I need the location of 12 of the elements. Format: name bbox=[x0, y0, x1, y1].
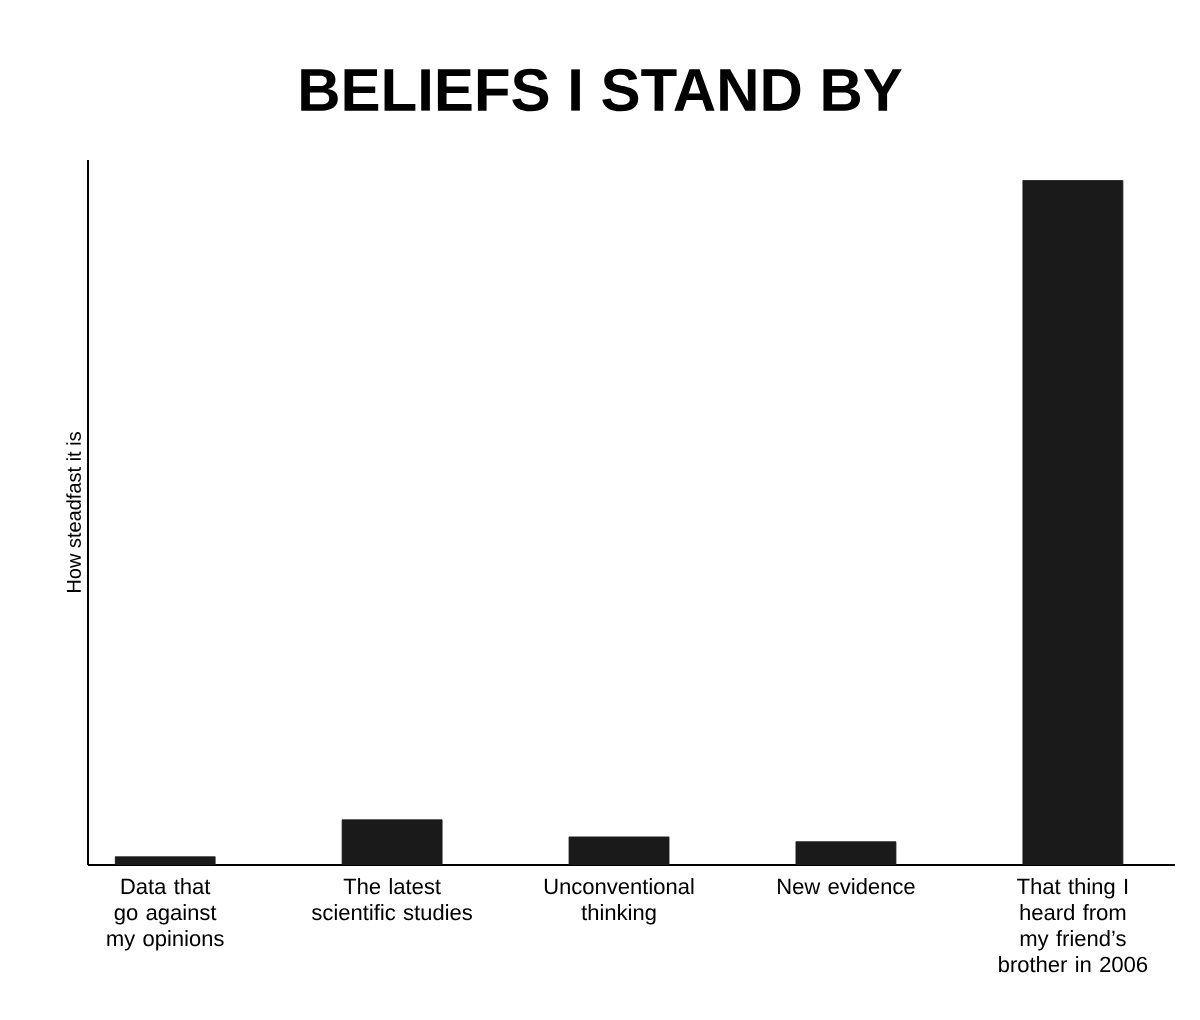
bar bbox=[341, 819, 443, 865]
x-tick-label: Unconventional thinking bbox=[544, 878, 694, 925]
y-axis-title: How steadfast it is bbox=[66, 432, 81, 592]
x-tick-label: That thing I heard from my friend’s brother in 2006 bbox=[999, 878, 1148, 973]
bar bbox=[114, 856, 216, 865]
bar bbox=[795, 841, 897, 865]
x-tick-label: New evidence bbox=[778, 878, 915, 895]
chart-title: BELIEFS I STAND BY bbox=[301, 68, 902, 112]
bar bbox=[568, 836, 670, 865]
x-tick-label: The latest scientific studies bbox=[312, 878, 472, 921]
x-tick-label: Data that go against my opinions bbox=[107, 878, 224, 951]
bar bbox=[1022, 180, 1124, 865]
